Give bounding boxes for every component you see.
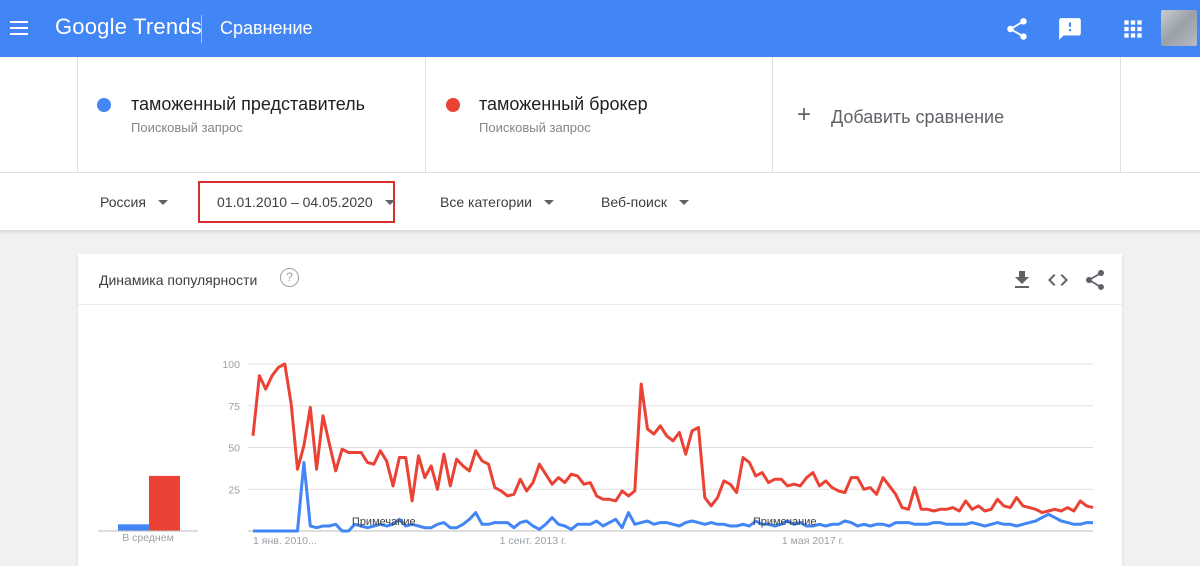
card-divider [78,304,1122,305]
add-icon: + [797,101,812,128]
dropdown-icon [384,199,395,205]
search-term-card-2[interactable]: таможенный брокер Поисковый запрос [425,57,773,173]
series-line [253,461,1093,533]
note-marker: Примечание [352,516,416,528]
search-term-type: Поисковый запрос [479,120,591,135]
page-title: Сравнение [220,18,313,38]
header-divider [201,15,202,43]
average-bar [149,475,180,531]
y-tick-label: 100 [222,359,240,371]
search-term-name: таможенный представитель [131,94,366,114]
note-marker: Примечание [753,516,817,528]
search-type-dropdown[interactable]: Веб-поиск [601,194,689,210]
add-comparison-button[interactable]: + Добавить сравнение [772,57,1121,173]
x-tick-label: 1 мая 2017 г. [782,535,844,547]
series-line [251,362,1094,515]
add-comparison-label: Добавить сравнение [831,107,1005,127]
date-range-dropdown[interactable]: 01.01.2010 – 04.05.2020 [217,194,395,210]
x-axis-ticks: 1 янв. 2010... 1 сент. 2013 г. 1 мая 2017 … [253,535,844,547]
avatar[interactable] [1161,10,1197,46]
menu-icon[interactable] [10,17,30,39]
apps-icon[interactable] [1120,16,1146,42]
category-dropdown[interactable]: Все категории [440,194,554,210]
search-term-card-1[interactable]: таможенный представитель Поисковый запро… [77,57,425,173]
average-bar [118,524,149,531]
x-tick-label: 1 сент. 2013 г. [500,535,567,547]
embed-icon[interactable] [1046,268,1070,292]
search-term-type: Поисковый запрос [131,120,243,135]
x-tick-label: 1 янв. 2010... [253,535,317,547]
filter-bar: Россия 01.01.2010 – 04.05.2020 Все катег… [0,173,1200,231]
download-icon[interactable] [1010,268,1034,292]
help-icon[interactable]: ? [280,268,299,287]
dropdown-icon [157,199,168,205]
chart-grid: 100 75 50 25 [222,359,1093,532]
app-header: Google Trends Сравнение [0,0,1200,57]
comparison-bar: таможенный представитель Поисковый запро… [0,57,1200,173]
share-icon[interactable] [1004,16,1030,42]
y-tick-label: 75 [228,401,240,413]
region-dropdown[interactable]: Россия [100,194,168,210]
card-title: Динамика популярности [99,272,258,288]
series-color-dot [97,98,111,112]
series-color-dot [446,98,460,112]
average-label: В среднем [122,532,174,544]
dropdown-icon [678,199,689,205]
share-icon[interactable] [1083,268,1107,292]
google-trends-logo[interactable]: Google Trends [55,14,202,39]
interest-over-time-card: Динамика популярности ? 100 75 50 25 В сред… [78,254,1122,566]
y-tick-label: 50 [228,443,240,455]
series-lines: Примечание Примечание [251,362,1094,533]
feedback-icon[interactable] [1057,16,1083,42]
average-bars [98,475,198,532]
dropdown-icon [543,199,554,205]
search-term-name: таможенный брокер [479,94,648,114]
y-tick-label: 25 [228,484,240,496]
